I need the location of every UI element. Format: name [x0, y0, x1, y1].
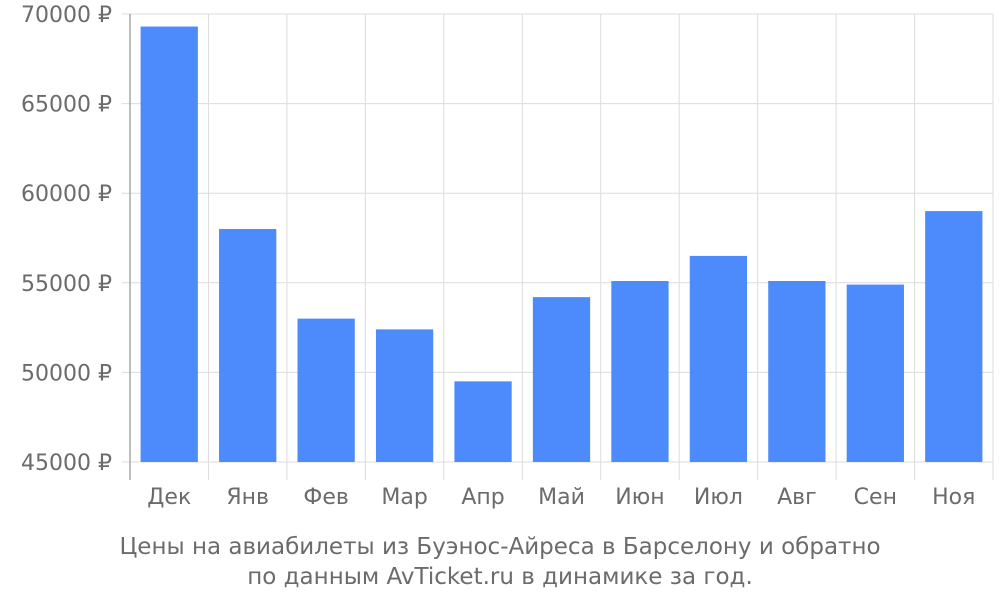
x-tick-label: Фев [303, 485, 348, 510]
x-tick-label: Янв [226, 485, 269, 510]
x-tick-label: Сен [854, 485, 897, 510]
x-tick-label: Апр [461, 485, 504, 510]
bar-2 [219, 229, 277, 462]
bar-9 [768, 281, 826, 462]
bar-4 [375, 329, 434, 462]
x-tick-label: Май [538, 485, 585, 510]
bar-5 [454, 381, 512, 462]
y-tick-label: 55000 ₽ [21, 272, 112, 297]
bar-8 [689, 255, 748, 462]
bar-chart: 45000 ₽ 50000 ₽ 55000 ₽ 60000 ₽ 65000 ₽ 70000… [21, 3, 994, 510]
y-tick-label: 50000 ₽ [21, 361, 112, 386]
chart-caption-line-2: по данным AvTicket.ru в динамике за год. [247, 564, 753, 590]
bar-1 [140, 26, 198, 462]
y-tick-label: 45000 ₽ [21, 451, 112, 476]
bar-10 [846, 284, 904, 462]
x-tick-label: Июл [694, 485, 743, 510]
x-tick-label: Мар [381, 485, 427, 510]
x-tick-label: Июн [615, 485, 664, 510]
chart-caption: Цены на авиабилеты из Буэнос-Айреса в Ба… [0, 532, 1000, 592]
x-tick-label: Дек [147, 485, 191, 510]
y-tick-label: 60000 ₽ [21, 182, 112, 207]
y-tick-label: 70000 ₽ [21, 3, 112, 28]
chart-caption-line-1: Цены на авиабилеты из Буэнос-Айреса в Ба… [119, 534, 881, 560]
x-tick-label: Авг [777, 485, 817, 510]
bar-6 [532, 297, 591, 462]
bar-7 [611, 281, 669, 462]
bar-11 [925, 211, 983, 462]
y-tick-label: 65000 ₽ [21, 93, 112, 118]
x-tick-label: Ноя [932, 485, 975, 510]
bar-3 [297, 318, 355, 462]
